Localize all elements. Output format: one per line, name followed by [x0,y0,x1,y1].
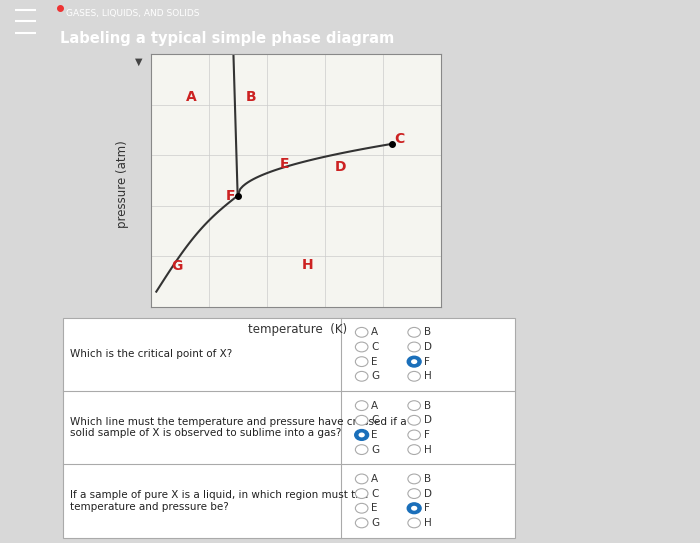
Text: A: A [371,474,378,484]
Text: If a sample of pure X is a liquid, in which region must the
temperature and pres: If a sample of pure X is a liquid, in wh… [70,490,368,512]
Text: F: F [424,430,430,440]
Text: ▼: ▼ [134,56,142,66]
Text: E: E [371,430,377,440]
Text: C: C [371,415,379,425]
Text: GASES, LIQUIDS, AND SOLIDS: GASES, LIQUIDS, AND SOLIDS [66,9,200,18]
Text: G: G [371,371,379,381]
Text: B: B [424,401,430,411]
Text: D: D [335,160,346,174]
Text: C: C [371,342,379,352]
Text: pressure (atm): pressure (atm) [116,141,129,229]
Text: temperature  (K): temperature (K) [248,323,347,336]
Text: D: D [424,342,432,352]
Text: G: G [371,518,379,528]
Text: Which line must the temperature and pressure have crossed if a
solid sample of X: Which line must the temperature and pres… [70,417,407,438]
Text: G: G [171,260,182,273]
Text: E: E [371,503,377,513]
Text: A: A [186,90,197,104]
Text: E: E [279,157,289,171]
Text: F: F [424,357,430,367]
Text: Labeling a typical simple phase diagram: Labeling a typical simple phase diagram [60,31,393,46]
Text: H: H [424,371,431,381]
Text: F: F [225,189,235,203]
Text: D: D [424,489,432,498]
Text: B: B [424,327,430,337]
Text: A: A [371,327,378,337]
Text: A: A [371,401,378,411]
Text: H: H [424,445,431,454]
Text: B: B [424,474,430,484]
Text: G: G [371,445,379,454]
Text: D: D [424,415,432,425]
Text: H: H [424,518,431,528]
Text: C: C [371,489,379,498]
Text: Which is the critical point of X?: Which is the critical point of X? [70,349,232,359]
Text: F: F [424,503,430,513]
Text: E: E [371,357,377,367]
Text: B: B [246,90,256,104]
Text: C: C [394,132,404,146]
Text: H: H [302,258,313,272]
